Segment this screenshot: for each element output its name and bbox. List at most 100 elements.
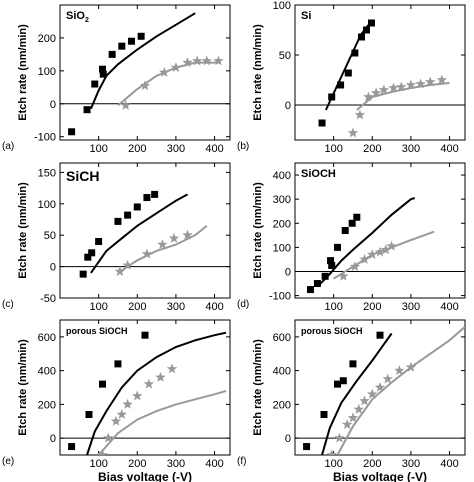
model-line-black bbox=[86, 331, 227, 455]
data-point-star bbox=[394, 365, 405, 376]
data-point-star bbox=[380, 244, 391, 255]
data-point-square bbox=[344, 69, 352, 77]
x-tick-label: 200 bbox=[128, 143, 146, 155]
data-point-square bbox=[328, 261, 336, 269]
plot-frame bbox=[294, 319, 466, 456]
data-point-star bbox=[347, 412, 359, 423]
chart-panel-1: -100 0 100 200 100 200 300 400 Etch rate (nm/min… bbox=[2, 4, 231, 155]
x-axis-label: Bias voltage (-V) bbox=[98, 470, 192, 482]
y-tick-label: 400 bbox=[273, 366, 291, 378]
data-point-square bbox=[143, 194, 151, 202]
data-point-star bbox=[341, 419, 353, 430]
data-point-square bbox=[127, 37, 135, 45]
data-point-square bbox=[88, 249, 96, 257]
data-point-square bbox=[99, 380, 106, 388]
data-point-star bbox=[201, 55, 212, 66]
data-layer bbox=[318, 19, 450, 138]
data-point-star bbox=[213, 55, 224, 66]
data-point-star bbox=[103, 432, 114, 443]
data-point-star bbox=[191, 55, 203, 66]
data-point-square bbox=[68, 443, 76, 451]
data-point-square bbox=[108, 50, 116, 58]
data-point-star bbox=[370, 87, 382, 98]
x-tick-label: 200 bbox=[128, 458, 146, 470]
data-point-star bbox=[182, 57, 193, 68]
data-point-square bbox=[99, 65, 106, 73]
data-point-star bbox=[159, 67, 170, 77]
data-point-star bbox=[436, 74, 447, 85]
y-tick-label: 300 bbox=[273, 194, 291, 206]
data-point-square bbox=[321, 272, 329, 280]
data-point-square bbox=[320, 411, 328, 418]
data-point-star bbox=[116, 409, 127, 419]
y-tick-label: -100 bbox=[269, 291, 291, 303]
data-point-square bbox=[337, 81, 345, 89]
panel-letter: (c) bbox=[2, 299, 14, 310]
y-tick-label: 150 bbox=[38, 167, 56, 179]
data-point-square bbox=[327, 257, 335, 265]
plot-frame bbox=[59, 319, 231, 456]
plot-frame bbox=[59, 4, 231, 141]
model-line-gray bbox=[97, 389, 227, 455]
x-tick-label: 300 bbox=[402, 301, 420, 313]
plot-frame bbox=[294, 162, 466, 299]
data-point-star bbox=[386, 240, 397, 251]
material-label: Si bbox=[301, 10, 311, 22]
x-tick-label: 400 bbox=[205, 143, 223, 155]
data-point-star bbox=[110, 415, 122, 426]
data-point-square bbox=[151, 190, 159, 198]
y-tick-label: 0 bbox=[50, 262, 56, 274]
data-point-star bbox=[382, 373, 393, 384]
data-point-star bbox=[157, 239, 168, 250]
data-point-star bbox=[122, 259, 133, 270]
data-point-square bbox=[362, 26, 370, 34]
data-point-star bbox=[338, 270, 349, 281]
data-point-square bbox=[303, 443, 311, 451]
data-layer bbox=[303, 326, 465, 455]
model-line-black bbox=[89, 12, 196, 110]
data-layer bbox=[79, 190, 208, 278]
y-tick-label: 0 bbox=[285, 433, 291, 445]
x-tick-label: 200 bbox=[128, 301, 146, 313]
data-point-square bbox=[341, 227, 349, 234]
chart-panel-6: 0 200 400 600 100 200 300 400 Etch rate (nm/min)… bbox=[237, 319, 466, 482]
data-point-star bbox=[378, 84, 390, 95]
data-point-square bbox=[348, 219, 356, 227]
x-tick-label: 200 bbox=[363, 458, 381, 470]
y-tick-label: 200 bbox=[38, 399, 56, 411]
y-tick-label: 200 bbox=[273, 399, 291, 411]
y-axis-label: Etch rate (nm/min) bbox=[252, 24, 264, 121]
x-tick-label: 100 bbox=[324, 301, 342, 313]
data-point-square bbox=[318, 119, 326, 127]
y-tick-label: 0 bbox=[50, 433, 56, 445]
model-line-gray bbox=[117, 225, 208, 274]
data-point-square bbox=[118, 42, 126, 50]
data-point-star bbox=[170, 62, 182, 72]
chart-panel-2: 0 50 100 100 200 300 400 Etch rate (nm/min) (b) S… bbox=[237, 0, 466, 155]
data-point-square bbox=[68, 128, 76, 136]
data-point-star bbox=[354, 109, 366, 120]
data-point-star bbox=[359, 253, 370, 264]
y-axis-label: Etch rate (nm/min) bbox=[17, 182, 29, 279]
data-point-star bbox=[326, 449, 337, 455]
panel-letter: (b) bbox=[237, 141, 249, 152]
model-line-black bbox=[321, 332, 393, 455]
x-tick-label: 300 bbox=[402, 458, 420, 470]
data-point-star bbox=[182, 229, 193, 240]
y-tick-label: 50 bbox=[44, 230, 56, 242]
data-point-square bbox=[334, 243, 341, 251]
data-point-star bbox=[347, 127, 359, 138]
x-tick-label: 300 bbox=[167, 143, 185, 155]
data-point-star bbox=[405, 361, 417, 372]
material-label: porous SiOCH bbox=[301, 326, 363, 336]
plot-frame bbox=[59, 162, 231, 299]
data-point-star bbox=[155, 371, 166, 382]
data-point-square bbox=[313, 280, 321, 288]
y-axis-label: Etch rate (nm/min) bbox=[252, 182, 264, 279]
data-point-star bbox=[139, 80, 151, 91]
y-axis-label: Etch rate (nm/min) bbox=[17, 339, 29, 436]
x-tick-label: 400 bbox=[440, 458, 458, 470]
y-tick-label: -50 bbox=[40, 293, 56, 305]
data-point-square bbox=[95, 237, 103, 245]
